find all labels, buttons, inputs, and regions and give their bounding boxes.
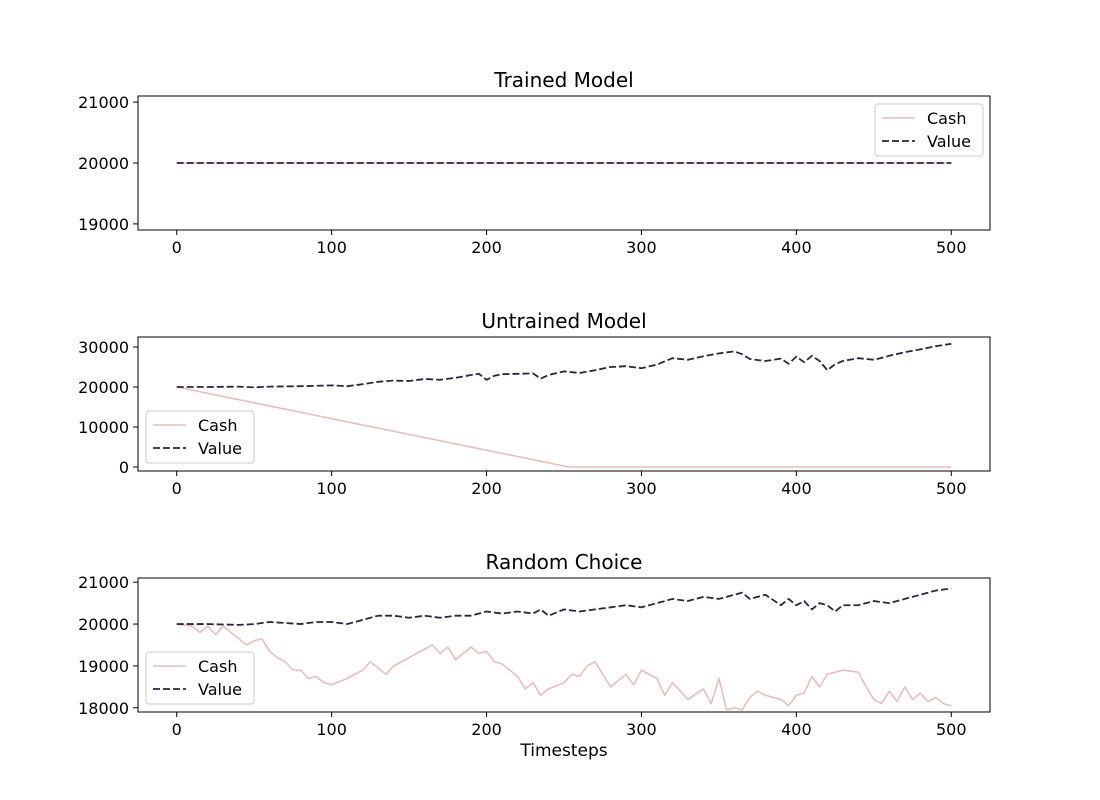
- series-line-cash: [176, 623, 952, 711]
- y-tick-label: 18000: [78, 699, 129, 718]
- legend: Cash Value: [145, 651, 255, 705]
- series-line-value: [176, 587, 952, 626]
- y-tick-label: 20000: [78, 154, 129, 173]
- legend-label-value: Value: [198, 439, 242, 458]
- x-tick-label: 500: [936, 238, 967, 257]
- y-tick-label: 20000: [78, 615, 129, 634]
- chart-panel-1: Trained Model 0 100 200 300 400 500 19000 20000 2…: [78, 68, 991, 257]
- legend-label-value: Value: [927, 132, 971, 151]
- y-tick-label: 19000: [78, 215, 129, 234]
- x-tick-label: 200: [471, 238, 502, 257]
- legend-label-value: Value: [198, 680, 242, 699]
- y-tick-label: 21000: [78, 93, 129, 112]
- x-tick-label: 500: [936, 479, 967, 498]
- chart-title: Untrained Model: [481, 309, 646, 333]
- x-tick-label: 100: [316, 479, 347, 498]
- y-tick-label: 30000: [78, 338, 129, 357]
- legend: Cash Value: [145, 410, 255, 464]
- axes-frame: [137, 336, 991, 472]
- x-tick-label: 0: [172, 238, 182, 257]
- chart-title: Trained Model: [493, 68, 633, 92]
- y-tick-label: 0: [119, 458, 129, 477]
- x-tick-label: 0: [172, 479, 182, 498]
- legend-box: [145, 651, 255, 705]
- legend-label-cash: Cash: [927, 109, 966, 128]
- x-tick-label: 300: [626, 720, 657, 739]
- y-tick-label: 20000: [78, 378, 129, 397]
- legend-label-cash: Cash: [198, 416, 237, 435]
- chart-panel-2: Untrained Model 0 100 200 300 400 500 0 10000 200…: [78, 309, 991, 498]
- x-tick-label: 300: [626, 479, 657, 498]
- axes-frame: [137, 577, 991, 713]
- x-tick-label: 300: [626, 238, 657, 257]
- x-tick-label: 200: [471, 479, 502, 498]
- y-tick-label: 19000: [78, 657, 129, 676]
- series-line-value: [176, 342, 952, 389]
- chart-title: Random Choice: [486, 550, 643, 574]
- legend-box: [874, 103, 984, 157]
- x-tick-label: 100: [316, 238, 347, 257]
- x-tick-label: 0: [172, 720, 182, 739]
- x-tick-label: 400: [781, 238, 812, 257]
- x-tick-label: 100: [316, 720, 347, 739]
- y-tick-label: 10000: [78, 418, 129, 437]
- x-axis-label: Timesteps: [519, 741, 607, 761]
- legend: Cash Value: [874, 103, 984, 157]
- series-line-cash: [176, 386, 952, 468]
- legend-box: [145, 410, 255, 464]
- x-tick-label: 400: [781, 720, 812, 739]
- x-tick-label: 400: [781, 479, 812, 498]
- x-tick-label: 200: [471, 720, 502, 739]
- chart-panel-3: Random Choice 0 100 200 300 400 500 18000 19000 2…: [78, 550, 991, 761]
- legend-label-cash: Cash: [198, 657, 237, 676]
- x-tick-label: 500: [936, 720, 967, 739]
- y-tick-label: 21000: [78, 573, 129, 592]
